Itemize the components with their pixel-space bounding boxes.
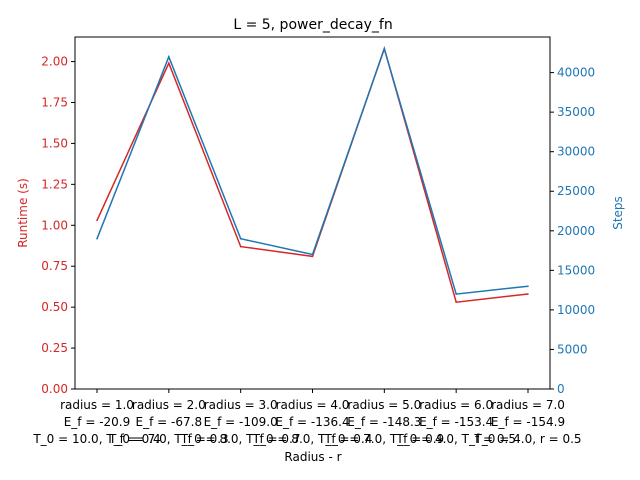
steps-data-point	[239, 237, 242, 240]
left-tick-label: 1.75	[41, 95, 68, 109]
x-tick-label: radius = 7.0	[491, 398, 565, 412]
x-tick-label: T_0 = 7.0, T_f = 0.9	[323, 432, 444, 446]
steps-data-point	[168, 55, 170, 58]
steps-data-point	[383, 48, 386, 50]
x-tick-label: T_0 = 7.0, T_f = 0.3	[108, 432, 229, 446]
x-tick-label: radius = 4.0	[276, 398, 350, 412]
runtime-data-point	[527, 293, 529, 295]
right-y-axis-label: Steps	[611, 196, 625, 230]
left-tick-label: 1.25	[41, 177, 68, 191]
x-axis-label: Radius - r	[284, 450, 341, 464]
right-tick-label: 20000	[557, 224, 595, 238]
x-tick-label: E_f = -67.8	[136, 415, 203, 429]
x-tick-label: E_f = -109.0	[204, 415, 278, 429]
x-tick-label: T_0 = 4.0, T_f = 0.5	[395, 432, 516, 446]
right-tick-label: 0	[557, 382, 565, 396]
runtime-series-line	[96, 45, 529, 304]
runtime-data-point	[239, 245, 242, 248]
steps-data-point	[455, 293, 457, 295]
runtime-data-point	[311, 255, 314, 258]
steps-data-point	[96, 237, 98, 240]
right-tick-label: 40000	[557, 66, 595, 80]
x-tick-label: T_0 = 4.0, r = 0.5	[473, 432, 581, 446]
right-y-axis: 0 5000 10000 15000 20000 25000 30000 35000 40000	[550, 66, 595, 396]
series-layer	[96, 45, 529, 304]
x-tick-label: T_0 = 8.0, T_f = 0.7	[180, 432, 301, 446]
left-tick-label: 0.00	[41, 382, 68, 396]
left-tick-label: 2.00	[41, 55, 68, 69]
x-tick-label: T_0 = 8.0, T_f = 0.4	[252, 432, 373, 446]
x-tick-label: radius = 1.0	[60, 398, 134, 412]
x-tick-label: E_f = -154.9	[491, 415, 565, 429]
left-tick-label: 0.50	[41, 300, 68, 314]
x-tick-label: E_f = -153.4	[419, 415, 493, 429]
right-tick-label: 35000	[557, 105, 595, 119]
runtime-data-point	[168, 62, 170, 64]
left-tick-label: 1.50	[41, 136, 68, 150]
x-tick-label: radius = 3.0	[204, 398, 278, 412]
left-tick-label: 0.25	[41, 341, 68, 355]
right-tick-label: 30000	[557, 145, 595, 159]
chart-title: L = 5, power_decay_fn	[233, 17, 392, 33]
left-tick-label: 0.75	[41, 259, 68, 273]
left-y-axis: 0.00 0.25 0.50 0.75 1.00 1.25 1.50 1.75 2.00	[41, 55, 75, 396]
right-tick-label: 25000	[557, 184, 595, 198]
steps-series-line	[96, 46, 529, 295]
steps-data-point	[311, 253, 314, 256]
steps-data-point	[527, 285, 529, 287]
runtime-data-point	[96, 219, 98, 222]
x-tick-label: E_f = -136.4	[275, 415, 349, 429]
left-y-axis-label: Runtime (s)	[16, 178, 30, 248]
x-tick-label: radius = 5.0	[347, 398, 421, 412]
right-tick-label: 10000	[557, 303, 595, 317]
x-tick-label: radius = 2.0	[132, 398, 206, 412]
left-tick-label: 1.00	[41, 218, 68, 232]
x-tick-label: E_f = -20.9	[64, 415, 131, 429]
right-tick-label: 5000	[557, 342, 588, 356]
x-tick-label: E_f = -148.3	[347, 415, 421, 429]
runtime-data-point	[455, 301, 457, 304]
x-tick-label: T_0 = 10.0, T_f = 0.4	[32, 432, 160, 446]
plot-area	[74, 36, 551, 390]
x-tick-label: radius = 6.0	[419, 398, 493, 412]
x-axis: radius = 1.0 E_f = -20.9 T_0 = 10.0, T_f =…	[32, 389, 582, 446]
right-tick-label: 15000	[557, 263, 595, 277]
